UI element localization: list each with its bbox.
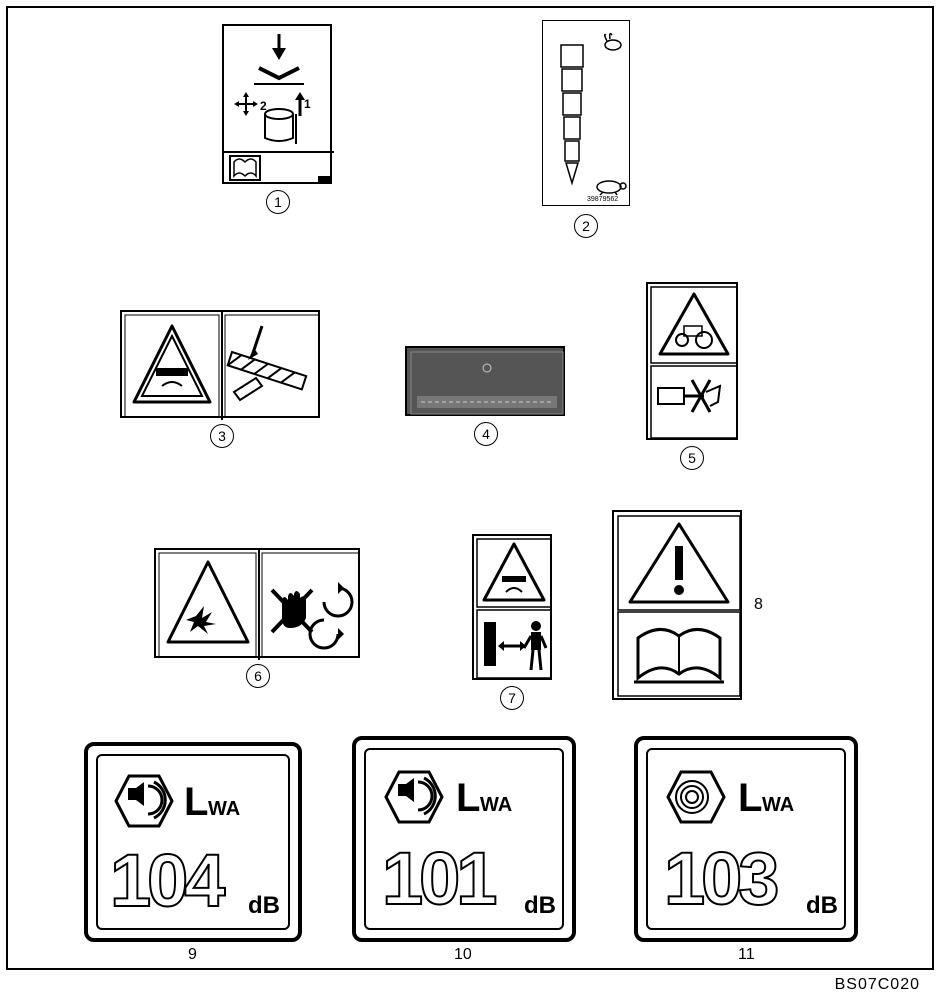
decal-2: 39879562 <box>542 20 630 206</box>
decal-10-number: 10 <box>454 946 472 964</box>
decal-7-graphic <box>474 536 554 682</box>
decal-11-number: 11 <box>738 946 755 964</box>
decal-7 <box>472 534 552 680</box>
decal-6 <box>154 548 360 658</box>
noise-value-11: 103 <box>664 836 775 921</box>
lwa-wa-9: WA <box>208 798 240 821</box>
document-id: BS07C020 <box>835 976 920 994</box>
lwa-l-10: L <box>456 776 480 821</box>
decal-3-number: 3 <box>210 424 234 448</box>
decal-1-num-1: 1 <box>304 97 311 111</box>
decal-8 <box>612 510 742 700</box>
decal-5-number: 5 <box>680 446 704 470</box>
decal-5 <box>646 282 738 440</box>
noise-decal-9: L WA 104 dB <box>84 742 302 942</box>
decal-1-number: 1 <box>266 190 290 214</box>
sound-hex-icon <box>114 774 174 828</box>
noise-unit-9: dB <box>248 892 280 920</box>
decal-8-graphic <box>614 512 744 702</box>
decal-3-graphic <box>122 312 322 420</box>
decal-4-number: 4 <box>474 422 498 446</box>
noise-value-10: 101 <box>382 836 493 921</box>
lwa-l-9: L <box>184 780 208 825</box>
decal-1: 2 1 <box>222 24 332 184</box>
decal-3 <box>120 310 320 418</box>
decal-2-graphic: 39879562 <box>543 21 631 207</box>
lwa-l-11: L <box>738 776 762 821</box>
noise-decal-11: L WA 103 dB <box>634 736 858 942</box>
decal-5-graphic <box>648 284 740 442</box>
noise-decal-10: L WA 101 dB <box>352 736 576 942</box>
noise-unit-11: dB <box>806 892 838 920</box>
lwa-wa-10: WA <box>480 794 512 817</box>
sound-hex-icon <box>384 770 444 824</box>
decal-7-number: 7 <box>500 686 524 710</box>
decal-8-number: 8 <box>754 596 763 614</box>
lwa-wa-11: WA <box>762 794 794 817</box>
noise-unit-10: dB <box>524 892 556 920</box>
sound-hex-icon <box>666 770 726 824</box>
decal-4 <box>405 346 565 416</box>
decal-1-graphic: 2 1 <box>224 26 334 186</box>
decal-9-number: 9 <box>188 946 197 964</box>
decal-4-graphic <box>407 348 567 418</box>
decal-6-number: 6 <box>246 664 270 688</box>
decal-6-graphic <box>156 550 362 660</box>
noise-value-9: 104 <box>110 838 221 923</box>
decal-2-number: 2 <box>574 214 598 238</box>
decal-2-partnum: 39879562 <box>587 196 618 203</box>
